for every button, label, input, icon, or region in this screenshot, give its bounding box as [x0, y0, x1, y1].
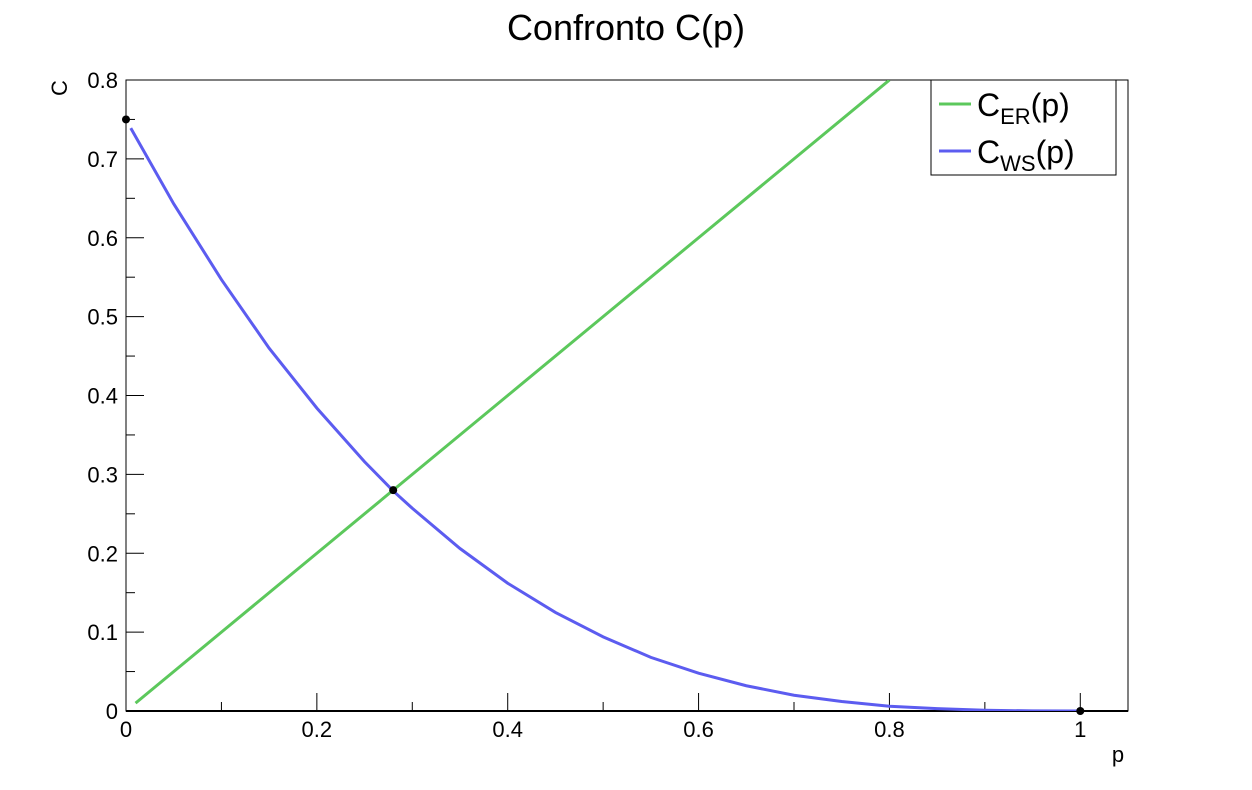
- data-marker-0: [122, 115, 130, 124]
- x-axis-title: p: [1112, 742, 1124, 767]
- series-line-1: [129, 127, 1081, 711]
- y-axis-title: C: [47, 80, 72, 96]
- x-tick-label: 1: [1074, 717, 1086, 742]
- x-tick-label: 0.8: [874, 717, 905, 742]
- y-tick-label: 0.8: [87, 68, 118, 93]
- y-tick-label: 0.2: [87, 541, 118, 566]
- legend-box: [930, 79, 1117, 176]
- series-line-0: [134, 80, 891, 705]
- x-tick-label: 0.6: [683, 717, 714, 742]
- y-tick-label: 0.5: [87, 305, 118, 330]
- y-tick-label: 0.1: [87, 620, 118, 645]
- legend: CER(p) CWS(p): [930, 79, 1117, 176]
- y-tick-label: 0: [106, 699, 118, 724]
- series-group: [129, 80, 1081, 711]
- y-tick-label: 0.3: [87, 462, 118, 487]
- y-tick-label: 0.4: [87, 384, 118, 409]
- x-tick-label: 0.2: [302, 717, 333, 742]
- chart-title: Confronto C(p): [507, 7, 745, 48]
- legend-label-0: CER(p): [977, 87, 1070, 129]
- y-tick-label: 0.7: [87, 147, 118, 172]
- axes: 0 0.2 0.4 0.6 0.8 1 0 0.1 0.2 0.3 0.4 0.5 0.6 0.7 0.8: [87, 68, 1129, 742]
- markers-group: [122, 115, 1085, 715]
- x-tick-label: 0.4: [492, 717, 523, 742]
- y-tick-label: 0.6: [87, 226, 118, 251]
- legend-label-1: CWS(p): [977, 134, 1075, 176]
- data-marker-1: [389, 486, 398, 495]
- x-tick-label: 0: [120, 717, 132, 742]
- data-marker-2: [1076, 707, 1085, 715]
